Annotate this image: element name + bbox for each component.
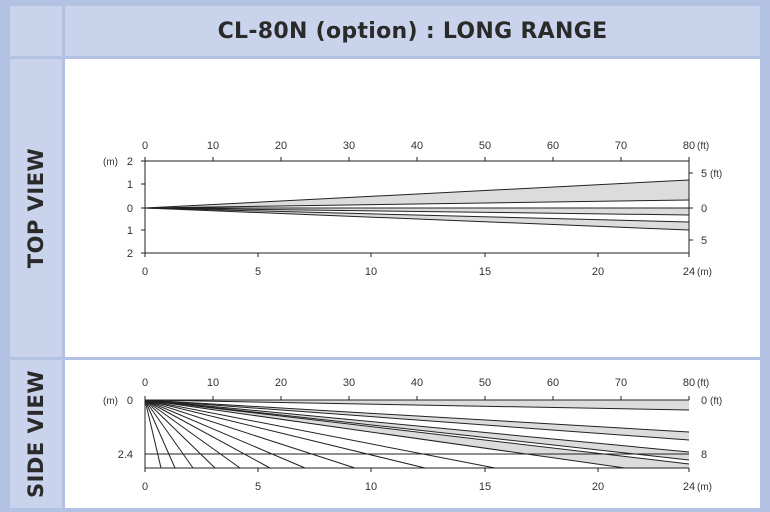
side-beam xyxy=(144,399,690,465)
side-beam xyxy=(144,399,426,469)
top-right-label: 5 xyxy=(701,168,707,180)
top-left-label: 2 xyxy=(127,156,133,168)
side-left-label: 2.4 xyxy=(118,449,133,461)
side-zone-lower xyxy=(145,400,689,468)
top-ft-label: 40 xyxy=(411,140,423,152)
corner-cell xyxy=(10,6,62,56)
side-ft-label: 60 xyxy=(547,377,559,389)
side-ft-label: 70 xyxy=(615,377,627,389)
top-right-tick-labels: 5 0 5 xyxy=(701,168,707,247)
top-view-label-cell: TOP VIEW xyxy=(10,59,62,357)
top-m-tick-labels: 0 5 10 15 20 24 xyxy=(142,266,695,278)
side-beam xyxy=(144,399,496,469)
top-left-label: 1 xyxy=(127,179,133,191)
top-beam-1 xyxy=(144,179,690,209)
top-right-label: 0 xyxy=(701,203,707,215)
top-m-label: 5 xyxy=(255,266,261,278)
side-left-unit: (m) xyxy=(103,396,118,407)
side-right-label: 8 xyxy=(701,449,707,461)
side-ft-tick-labels: 0 10 20 30 40 50 60 70 80 xyxy=(142,377,695,389)
top-ft-label: 30 xyxy=(343,140,355,152)
top-m-label: 24 xyxy=(683,266,695,278)
side-left-label: 0 xyxy=(127,395,133,407)
top-m-label: 10 xyxy=(365,266,377,278)
side-beam xyxy=(144,399,216,469)
side-m-tick-labels: 0 5 10 15 20 24 xyxy=(142,481,695,493)
side-m-unit: (m) xyxy=(697,482,712,493)
side-m-label: 5 xyxy=(255,481,261,493)
side-ft-label: 50 xyxy=(479,377,491,389)
top-beam-6 xyxy=(144,207,690,231)
side-beam xyxy=(144,399,271,469)
top-ft-label: 60 xyxy=(547,140,559,152)
top-ft-label: 70 xyxy=(615,140,627,152)
side-beam xyxy=(144,399,241,469)
top-beam-4 xyxy=(144,207,690,216)
top-m-unit: (m) xyxy=(697,267,712,278)
side-right-label: 0 xyxy=(701,395,707,407)
top-ft-label: 0 xyxy=(142,140,148,152)
side-beam xyxy=(144,399,194,469)
side-right-unit: (ft) xyxy=(710,396,722,407)
side-view-diagram: 0 10 20 30 40 50 60 70 80 (ft) 0 5 10 15… xyxy=(103,377,722,493)
side-beam xyxy=(144,399,690,411)
side-ft-label: 40 xyxy=(411,377,423,389)
top-ft-label: 20 xyxy=(275,140,287,152)
side-m-label: 0 xyxy=(142,481,148,493)
side-ft-label: 30 xyxy=(343,377,355,389)
side-m-label: 20 xyxy=(592,481,604,493)
top-beam-lines xyxy=(144,179,690,231)
side-view-panel: 0 10 20 30 40 50 60 70 80 (ft) 0 5 10 15… xyxy=(65,360,760,508)
top-m-label: 20 xyxy=(592,266,604,278)
top-ft-label: 10 xyxy=(207,140,219,152)
top-left-tick-labels: 2 1 0 1 2 xyxy=(127,156,133,260)
side-beam xyxy=(144,399,690,433)
side-beam xyxy=(144,399,690,453)
top-view-diagram: 0 10 20 30 40 50 60 70 80 (ft) 0 5 10 15… xyxy=(103,140,722,278)
top-right-label: 5 xyxy=(701,235,707,247)
top-left-label: 2 xyxy=(127,248,133,260)
top-ft-label: 50 xyxy=(479,140,491,152)
top-left-unit: (m) xyxy=(103,157,118,168)
side-ft-label: 20 xyxy=(275,377,287,389)
top-view-panel: 0 10 20 30 40 50 60 70 80 (ft) 0 5 10 15… xyxy=(65,59,760,357)
side-beam xyxy=(144,399,356,469)
top-ft-unit: (ft) xyxy=(697,141,709,152)
top-right-unit: (ft) xyxy=(710,169,722,180)
side-ft-label: 0 xyxy=(142,377,148,389)
top-beam-2 xyxy=(144,199,690,209)
side-ft-unit: (ft) xyxy=(697,378,709,389)
side-view-label: SIDE VIEW xyxy=(24,369,48,499)
side-beam xyxy=(144,399,176,469)
top-m-label: 15 xyxy=(479,266,491,278)
figure-title: CL-80N (option) : LONG RANGE xyxy=(217,18,608,44)
side-beam xyxy=(144,399,626,469)
top-ft-tick-labels: 0 10 20 30 40 50 60 70 80 xyxy=(142,140,695,152)
top-view-label: TOP VIEW xyxy=(24,147,48,269)
top-left-label: 0 xyxy=(127,203,133,215)
side-m-label: 10 xyxy=(365,481,377,493)
side-beam xyxy=(144,399,690,461)
side-right-tick-labels: 0 8 xyxy=(701,395,707,461)
title-band: CL-80N (option) : LONG RANGE xyxy=(65,6,760,56)
side-m-label: 15 xyxy=(479,481,491,493)
side-left-tick-labels: 0 2.4 xyxy=(118,395,133,461)
side-ticks xyxy=(144,396,690,472)
side-ft-label: 10 xyxy=(207,377,219,389)
side-beam xyxy=(144,399,162,469)
side-beam xyxy=(144,399,690,441)
side-m-label: 24 xyxy=(683,481,695,493)
top-ticks xyxy=(141,157,693,257)
top-beam-5 xyxy=(144,207,690,223)
top-left-label: 1 xyxy=(127,225,133,237)
side-beam xyxy=(144,399,306,469)
top-m-label: 0 xyxy=(142,266,148,278)
side-view-label-cell: SIDE VIEW xyxy=(10,360,62,508)
side-ft-label: 80 xyxy=(683,377,695,389)
top-ft-label: 80 xyxy=(683,140,695,152)
